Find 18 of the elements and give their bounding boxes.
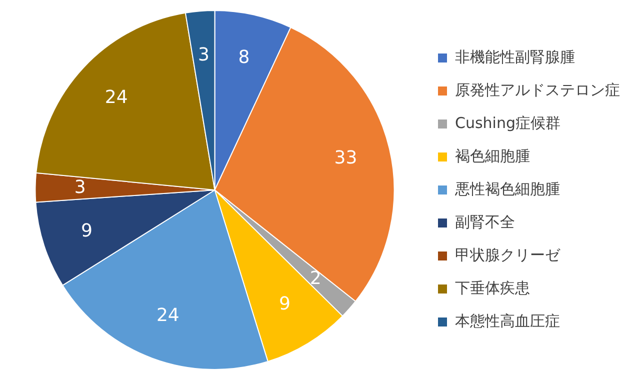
legend-label: 褐色細胞腫 (455, 146, 530, 165)
data-label: 33 (334, 148, 358, 169)
data-label: 9 (80, 220, 92, 242)
legend-label: Cushing症候群 (455, 114, 560, 132)
legend-label: 副腎不全 (455, 212, 515, 231)
legend-label: 原発性アルドステロン症 (455, 80, 620, 99)
data-label: 2 (310, 268, 322, 289)
legend-label: 悪性褐色細胞腫 (454, 180, 560, 198)
data-label: 24 (156, 304, 180, 326)
data-label: 24 (104, 86, 128, 108)
legend-label: 非機能性副腎腺腫 (455, 48, 575, 66)
data-label: 9 (278, 294, 290, 315)
legend-label: 本態性高血圧症 (455, 312, 560, 330)
legend-label: 甲状腺クリーゼ (455, 246, 561, 264)
data-label: 8 (238, 47, 250, 68)
data-label: 3 (74, 176, 86, 198)
data-label: 3 (198, 44, 210, 66)
legend-label: 下垂体疾患 (455, 278, 530, 297)
